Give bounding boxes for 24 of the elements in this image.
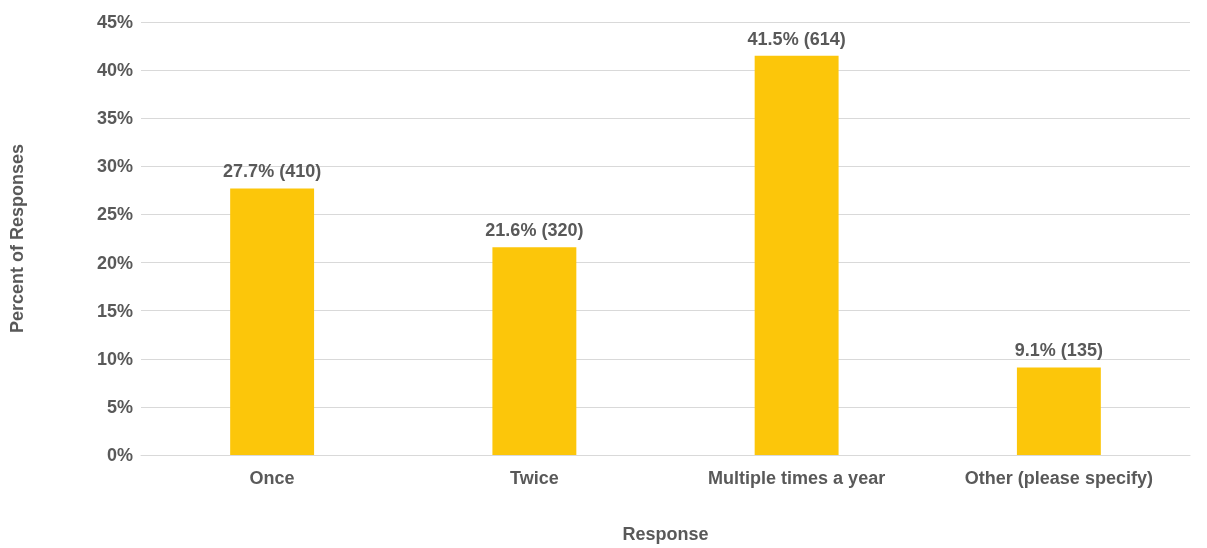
y-axis-title: Percent of Responses — [7, 143, 27, 334]
x-tick-label: Multiple times a year — [708, 468, 886, 488]
y-tick-label: 10% — [96, 348, 133, 369]
y-tick-label: 20% — [96, 252, 133, 273]
x-axis-title: Response — [622, 524, 709, 544]
y-tick-label: 25% — [96, 204, 133, 225]
x-tick-label: Once — [249, 468, 295, 488]
x-tick-label: Twice — [510, 468, 559, 488]
y-tick-label: 0% — [106, 445, 133, 465]
y-tick-label: 45% — [96, 12, 133, 32]
data-label: 27.7% (410) — [223, 161, 322, 182]
data-label: 21.6% (320) — [485, 220, 584, 241]
data-label: 9.1% (135) — [1014, 340, 1103, 361]
x-tick-label: Other (please specify) — [964, 468, 1153, 488]
bar — [230, 188, 315, 455]
data-label: 41.5% (614) — [747, 28, 846, 49]
y-tick-label: 30% — [96, 156, 133, 177]
bar — [492, 247, 577, 455]
y-tick-label: 35% — [96, 108, 133, 129]
y-tick-label: 5% — [106, 396, 133, 417]
bar — [1016, 367, 1101, 455]
bar — [754, 55, 839, 455]
y-tick-label: 15% — [96, 300, 133, 321]
y-tick-label: 40% — [96, 60, 133, 81]
